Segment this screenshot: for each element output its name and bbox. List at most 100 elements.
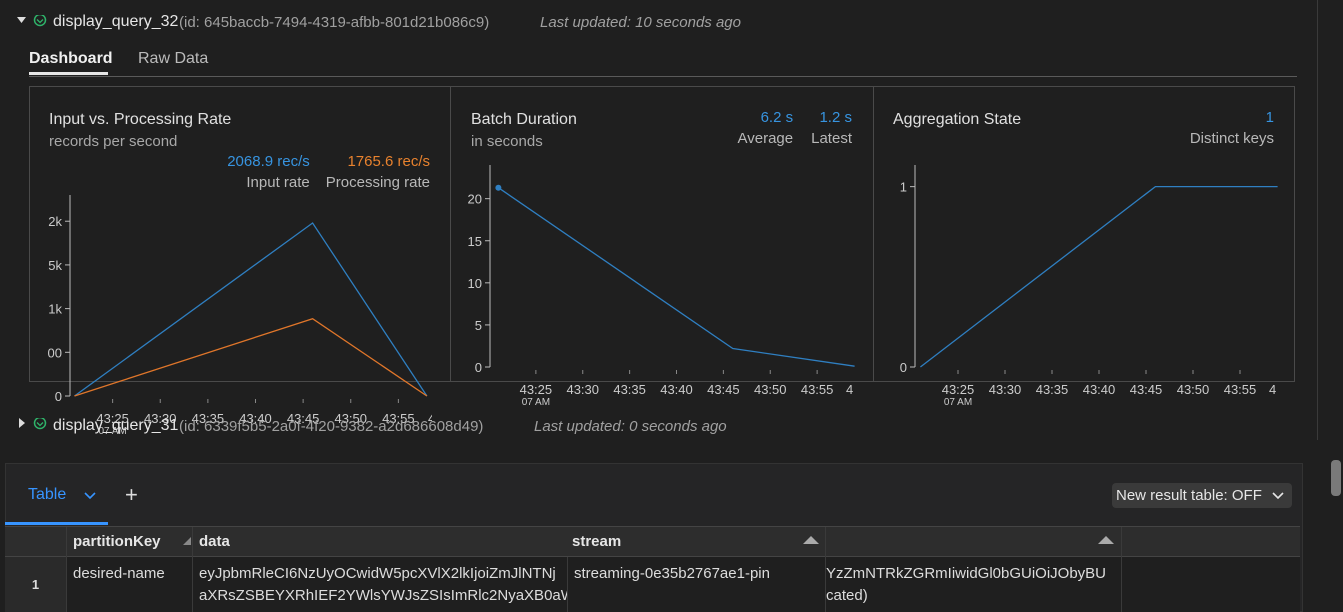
tab-dropdown[interactable]	[84, 491, 96, 501]
y-tick-label: 10	[468, 276, 482, 291]
x-tick-label: 43:30	[566, 382, 599, 397]
y-tick-label: 20	[468, 192, 482, 207]
table-row	[5, 557, 1300, 612]
tab-raw-data[interactable]: Raw Data	[138, 50, 209, 67]
row-index: 1	[5, 557, 67, 612]
expander-icons[interactable]	[16, 418, 48, 432]
x-tick-label: 4	[428, 411, 435, 426]
stat-label: Average	[737, 130, 794, 147]
y-tick-label: 1k	[48, 302, 62, 317]
status-icon	[33, 15, 47, 27]
x-tick-label: 43:50	[754, 382, 787, 397]
expander-icons[interactable]	[16, 15, 48, 29]
stat-label: Input rate	[246, 174, 310, 191]
stat-label: Latest	[811, 130, 852, 147]
chart-subtitle: records per second	[49, 133, 178, 150]
toggle-label[interactable]: New result table: OFF	[1116, 487, 1262, 504]
x-tick-label: 43:55	[1224, 382, 1257, 397]
stat-value: 1	[1265, 109, 1274, 126]
status-check	[36, 422, 44, 427]
x-tick-label: 43:40	[239, 411, 272, 426]
column-header[interactable]: data stream	[193, 527, 826, 557]
chart-stats: 6.2 s Average 1.2 s Latest	[738, 109, 852, 147]
stat-label: Processing rate	[325, 174, 430, 191]
x-tick-label: 43:35	[613, 382, 646, 397]
index-header	[5, 527, 67, 557]
chart-title: Input vs. Processing Rate	[49, 111, 232, 128]
x-tick-label: 43:45	[707, 382, 740, 397]
stat: 6.2 s Average	[738, 109, 794, 147]
cell-text: cated)	[826, 587, 868, 604]
x-tick-label: 4	[846, 382, 853, 397]
chart-stats: 2068.9 rec/s Input rate 1765.6 rec/s Proces…	[227, 153, 430, 191]
x-tick-label: 43:55	[382, 411, 415, 426]
stat-value: 1765.6 rec/s	[347, 153, 430, 170]
query-id: (id: 6339f5b5-2a0f-4f20-9382-a2d686608d4…	[179, 418, 484, 435]
x-tick-label: 43:25	[942, 382, 975, 397]
y-tick-label: 1	[900, 180, 907, 195]
y-tick-label: 500	[40, 345, 62, 360]
column-header[interactable]: partitionKey	[67, 527, 193, 557]
stat-value: 2068.9 rec/s	[227, 153, 310, 170]
table-header	[5, 526, 1300, 557]
latest-point	[495, 184, 502, 191]
stat: 1 Distinct keys	[1190, 109, 1274, 147]
chart-stats: 1 Distinct keys	[1190, 109, 1274, 147]
x-tick-label: 43:25	[96, 411, 129, 426]
cell-text: aXRsZSBEYXRhIEF2YWlsYWJsZSIsImRlc2NyaXB0…	[199, 587, 568, 604]
x-tick-label: 43:45	[1130, 382, 1163, 397]
x-tick-label: 43:45	[287, 411, 320, 426]
resize-grip[interactable]	[183, 537, 191, 545]
x-tick-label: 43:50	[1177, 382, 1210, 397]
toggle-chevron[interactable]	[1272, 491, 1284, 501]
column-label[interactable]: data	[199, 533, 230, 550]
add-tab[interactable]: +	[125, 482, 138, 507]
column-label[interactable]: stream	[572, 533, 622, 550]
sort-arrow[interactable]	[1097, 535, 1115, 545]
series-line	[498, 187, 855, 367]
collapse-arrow[interactable]	[17, 17, 26, 23]
x-sublabel: 07 AM	[944, 397, 972, 408]
chart-panel	[873, 86, 1295, 382]
sort-arrow[interactable]	[802, 535, 820, 545]
series-line	[74, 222, 428, 397]
y-tick-label: 0	[475, 360, 482, 375]
stat-value: 6.2 s	[760, 109, 794, 126]
y-tick-label: 15	[468, 234, 482, 249]
tab-underline	[5, 522, 108, 525]
query-id: (id: 645baccb-7494-4319-afbb-801d21b086c…	[179, 14, 490, 31]
cell-text: streaming-0e35b2767ae1-pin	[574, 565, 770, 582]
status-icon	[33, 418, 47, 430]
x-tick-label: 43:25	[520, 382, 553, 397]
cell-text: YzZmNTRkZGRmIiwidGl0bGUiOiJObyBU	[826, 565, 1107, 582]
query-updated: Last updated: 0 seconds ago	[534, 418, 727, 435]
cell: YzZmNTRkZGRmIiwidGl0bGUiOiJObyBU cated)	[826, 557, 1122, 612]
table-tab[interactable]: Table	[28, 486, 67, 503]
query-name[interactable]: display_query_31	[53, 417, 179, 434]
x-tick-label: 43:50	[334, 411, 367, 426]
chart-title: Aggregation State	[893, 111, 1022, 128]
tab-dashboard[interactable]: Dashboard	[29, 50, 113, 67]
stat: 2068.9 rec/s Input rate	[227, 153, 310, 191]
scrollbar-thumb[interactable]	[1331, 460, 1341, 496]
stat: 1.2 s Latest	[811, 109, 852, 147]
y-tick-label: 2k	[48, 214, 62, 229]
x-tick-label: 4	[1269, 382, 1276, 397]
y-tick-label: 0	[900, 360, 907, 375]
expand-arrow[interactable]	[19, 418, 25, 428]
x-tick-label: 43:30	[144, 411, 177, 426]
y-tick-label: 5	[475, 318, 482, 333]
cell: desired-name	[67, 557, 193, 612]
tab-divider	[29, 76, 1297, 77]
x-tick-label: 43:55	[801, 382, 834, 397]
column-header[interactable]	[826, 527, 1122, 557]
status-check	[36, 19, 44, 24]
series-line	[920, 185, 1278, 368]
chart-title: Batch Duration	[471, 111, 577, 128]
toggle-button[interactable]: New result table: OFF	[1112, 483, 1292, 508]
